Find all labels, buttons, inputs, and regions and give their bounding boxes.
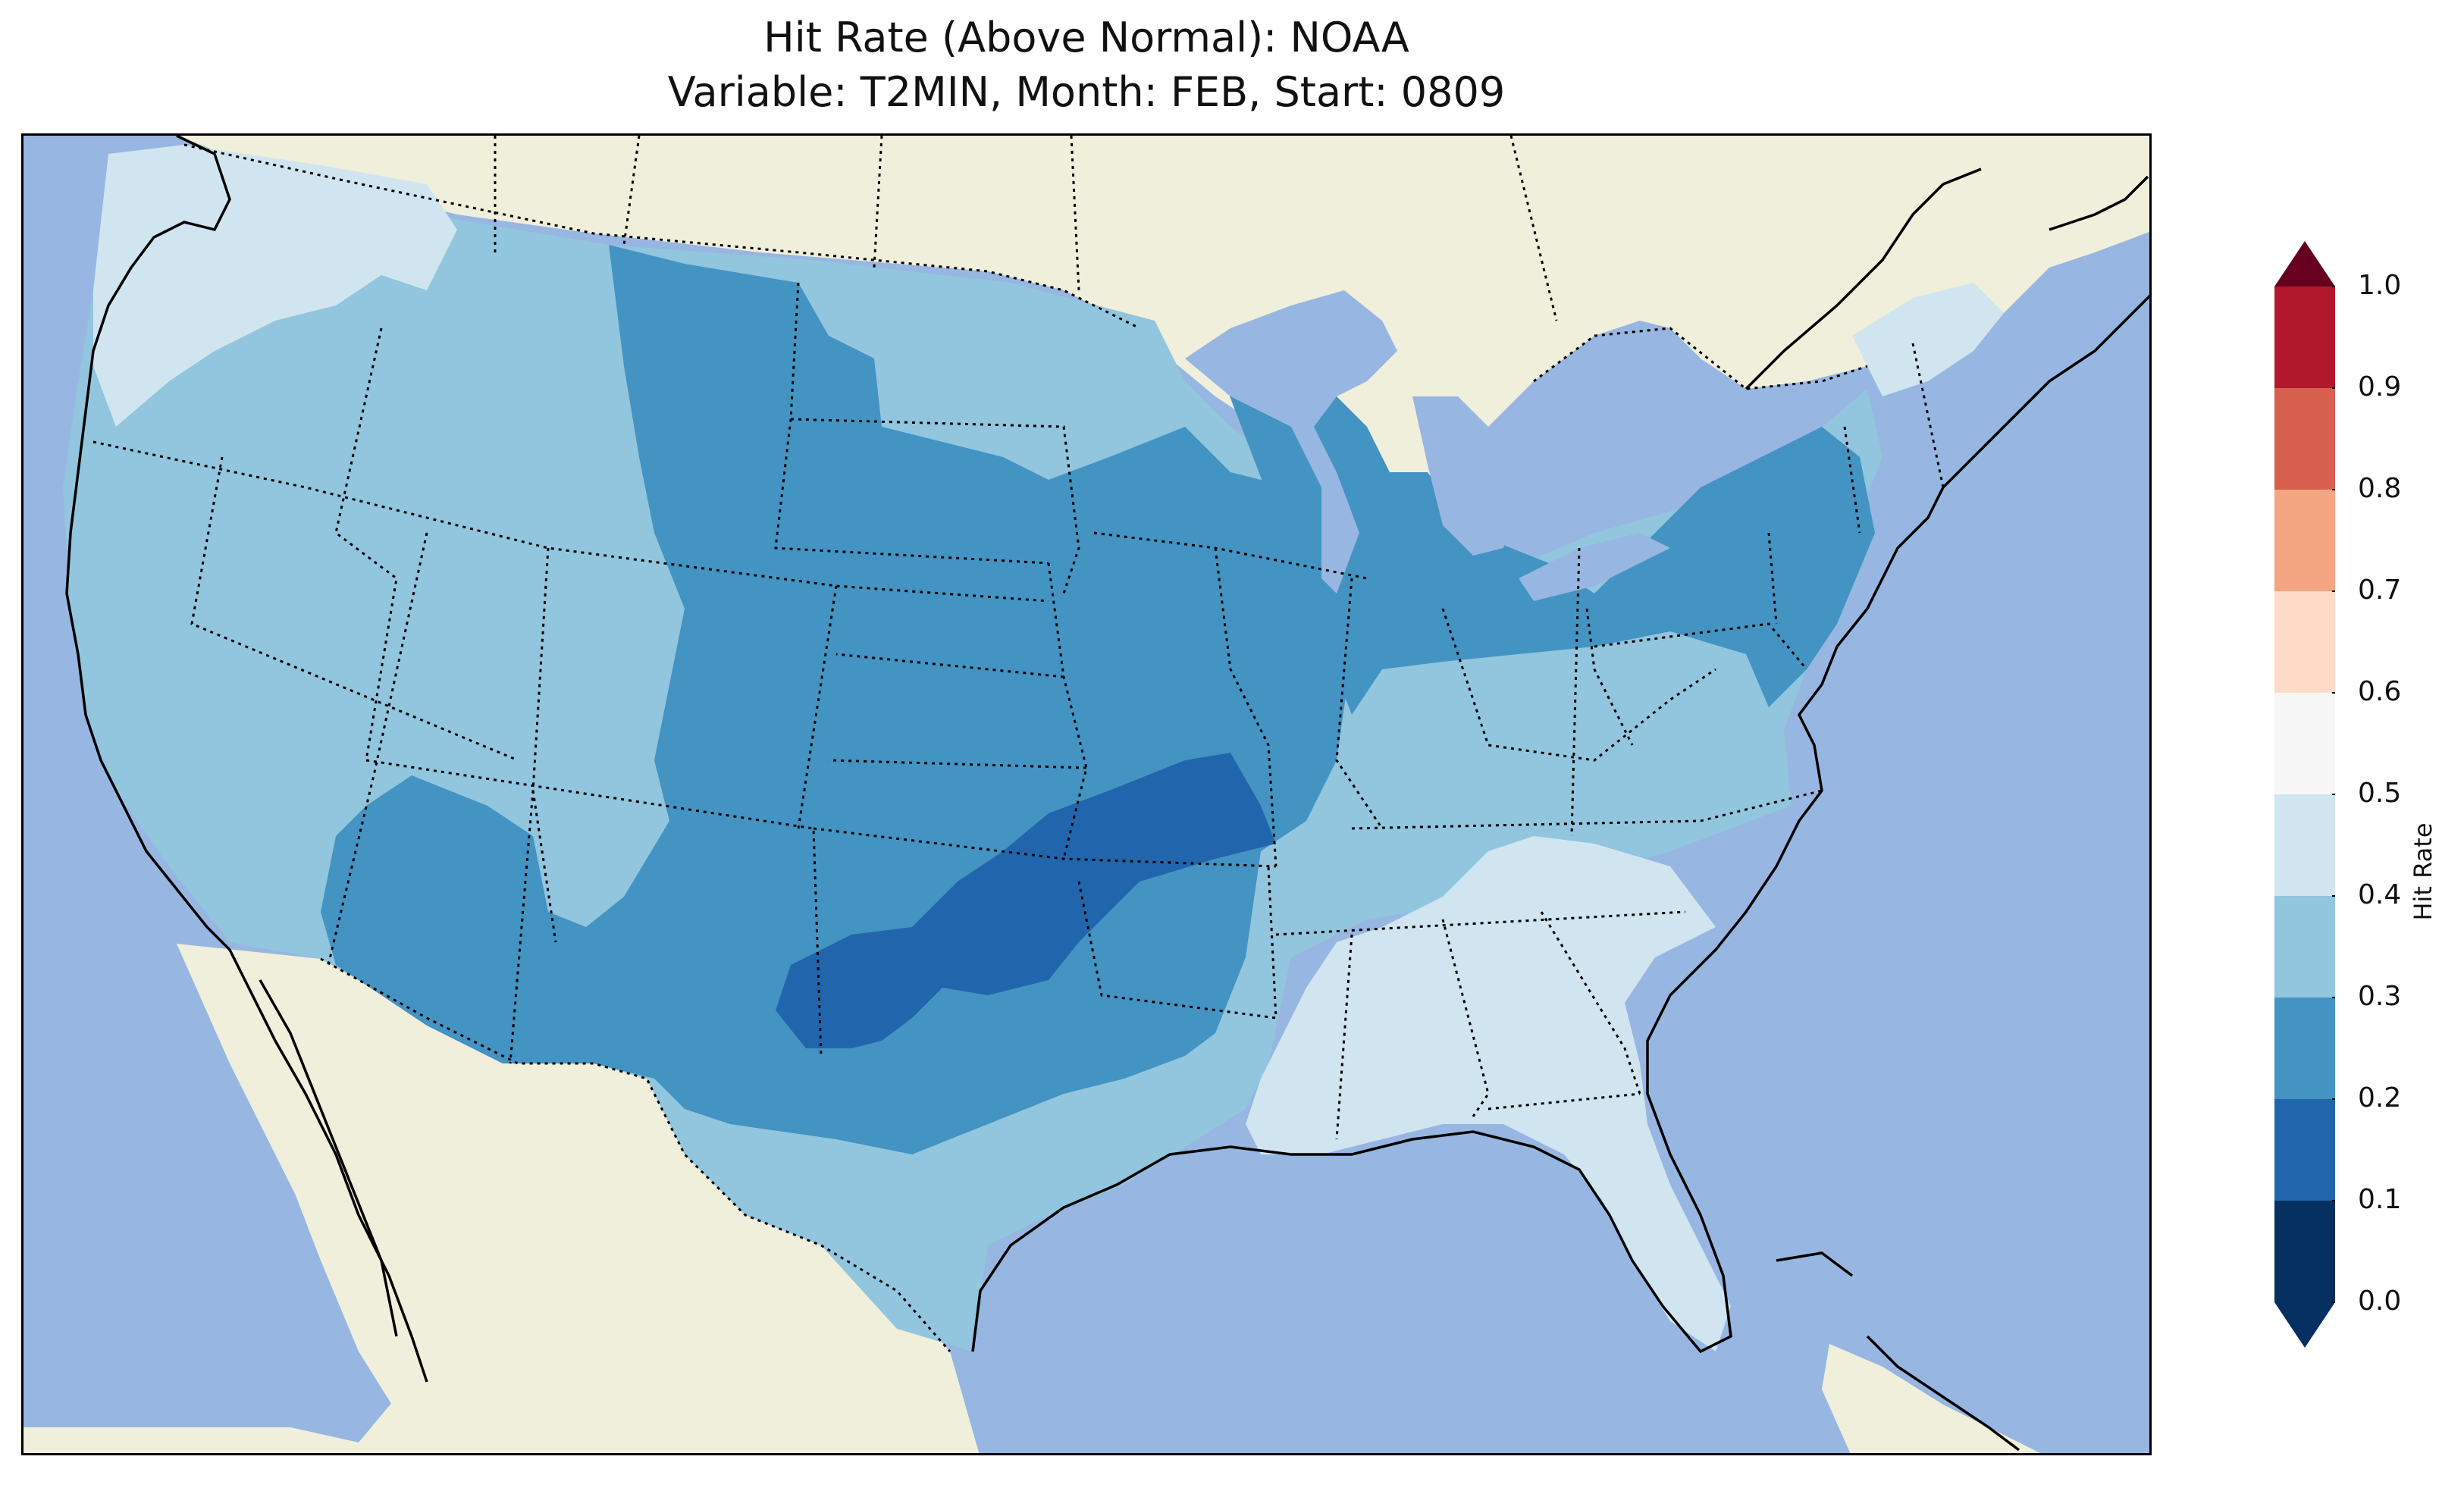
colorbar-tick-label: 0.2	[2358, 1082, 2402, 1113]
colorbar-segment-0.5-0.6	[2274, 693, 2335, 794]
colorbar-extend-min	[2274, 1302, 2335, 1348]
baja-land	[215, 957, 427, 1412]
colorbar-segment-0.6-0.7	[2274, 591, 2335, 693]
colorbar-extend-max	[2274, 241, 2335, 287]
great-lakes	[1185, 290, 1701, 601]
colorbar-tick-label: 0.4	[2358, 879, 2402, 910]
colorbar-segment-0.1-0.2	[2274, 1099, 2335, 1201]
layer-0.4-0.5-southeast	[1246, 836, 1731, 1351]
colorbar-tick-label: 0.3	[2358, 981, 2402, 1012]
colorbar-segment-0-0.1	[2274, 1201, 2335, 1302]
layer-0.2-0.3-midwest	[1215, 359, 1875, 715]
cuba-bahamas	[1822, 1344, 2040, 1453]
layer-0.4-0.5-pnw	[93, 145, 457, 427]
map-subtitle: Variable: T2MIN, Month: FEB, Start: 0809	[667, 68, 1506, 116]
colorbar-tick-label: 0.8	[2358, 473, 2402, 504]
colorbar-tick-label: 0.1	[2358, 1184, 2402, 1215]
layer-0.4-0.5-newengland	[1852, 283, 2004, 396]
colorbar-segment-0.2-0.3	[2274, 998, 2335, 1099]
coastlines	[65, 136, 2149, 1452]
colorbar-segment-0.8-0.9	[2274, 388, 2335, 490]
country-borders	[183, 136, 1868, 1352]
layer-0.2-0.3-central	[321, 245, 1367, 1154]
colorbar	[2274, 241, 2335, 1348]
colorbar-label: Hit Rate	[2409, 822, 2437, 921]
colorbar-segment-0.4-0.5	[2274, 794, 2335, 896]
map-title: Hit Rate (Above Normal): NOAA	[763, 14, 1409, 61]
canada-land	[24, 136, 2149, 548]
colorbar-segment-0.7-0.8	[2274, 490, 2335, 591]
colorbar-tick-label: 1.0	[2358, 270, 2402, 301]
colorbar-tick-label: 0.9	[2358, 371, 2402, 402]
colorbar-tick-label: 0.5	[2358, 778, 2402, 809]
colorbar-tick-label: 0.7	[2358, 575, 2402, 606]
state-boundaries	[92, 282, 1945, 1140]
map-canvas	[24, 136, 2149, 1453]
colorbar-tick-label: 0.0	[2358, 1286, 2402, 1317]
colorbar-tick-label: 0.6	[2358, 676, 2402, 707]
map-panel	[21, 133, 2152, 1455]
layer-0.1-0.2-ok	[776, 753, 1276, 1048]
colorbar-segment-0.3-0.4	[2274, 896, 2335, 998]
colorbar-segment-0.9-1	[2274, 287, 2335, 388]
